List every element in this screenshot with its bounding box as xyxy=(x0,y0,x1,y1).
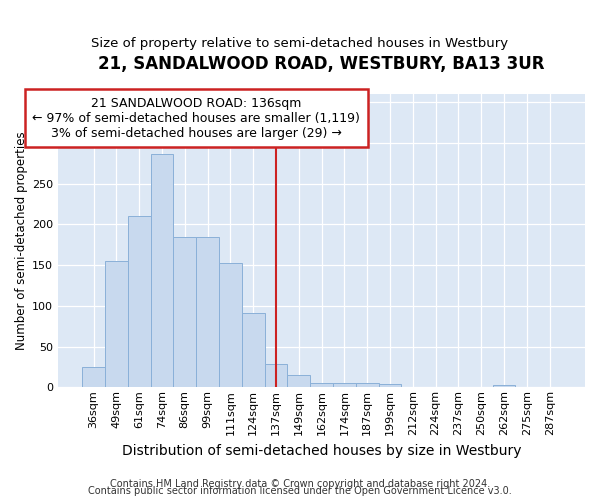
Bar xyxy=(242,313,265,388)
Text: Contains HM Land Registry data © Crown copyright and database right 2024.: Contains HM Land Registry data © Crown c… xyxy=(110,479,490,489)
Bar xyxy=(173,238,196,388)
Bar xyxy=(493,385,515,388)
Bar xyxy=(333,383,356,388)
Bar xyxy=(82,367,105,388)
Bar xyxy=(219,264,242,388)
Bar xyxy=(196,238,219,388)
Y-axis label: Number of semi-detached properties: Number of semi-detached properties xyxy=(15,132,28,350)
X-axis label: Distribution of semi-detached houses by size in Westbury: Distribution of semi-detached houses by … xyxy=(122,444,521,458)
Bar xyxy=(287,375,310,388)
Bar xyxy=(379,384,401,388)
Title: 21, SANDALWOOD ROAD, WESTBURY, BA13 3UR: 21, SANDALWOOD ROAD, WESTBURY, BA13 3UR xyxy=(98,55,545,73)
Bar xyxy=(105,261,128,388)
Bar xyxy=(356,383,379,388)
Bar xyxy=(310,383,333,388)
Bar xyxy=(265,364,287,388)
Text: Size of property relative to semi-detached houses in Westbury: Size of property relative to semi-detach… xyxy=(91,38,509,51)
Text: Contains public sector information licensed under the Open Government Licence v3: Contains public sector information licen… xyxy=(88,486,512,496)
Bar xyxy=(128,216,151,388)
Bar xyxy=(151,154,173,388)
Text: 21 SANDALWOOD ROAD: 136sqm
← 97% of semi-detached houses are smaller (1,119)
3% : 21 SANDALWOOD ROAD: 136sqm ← 97% of semi… xyxy=(32,97,360,140)
